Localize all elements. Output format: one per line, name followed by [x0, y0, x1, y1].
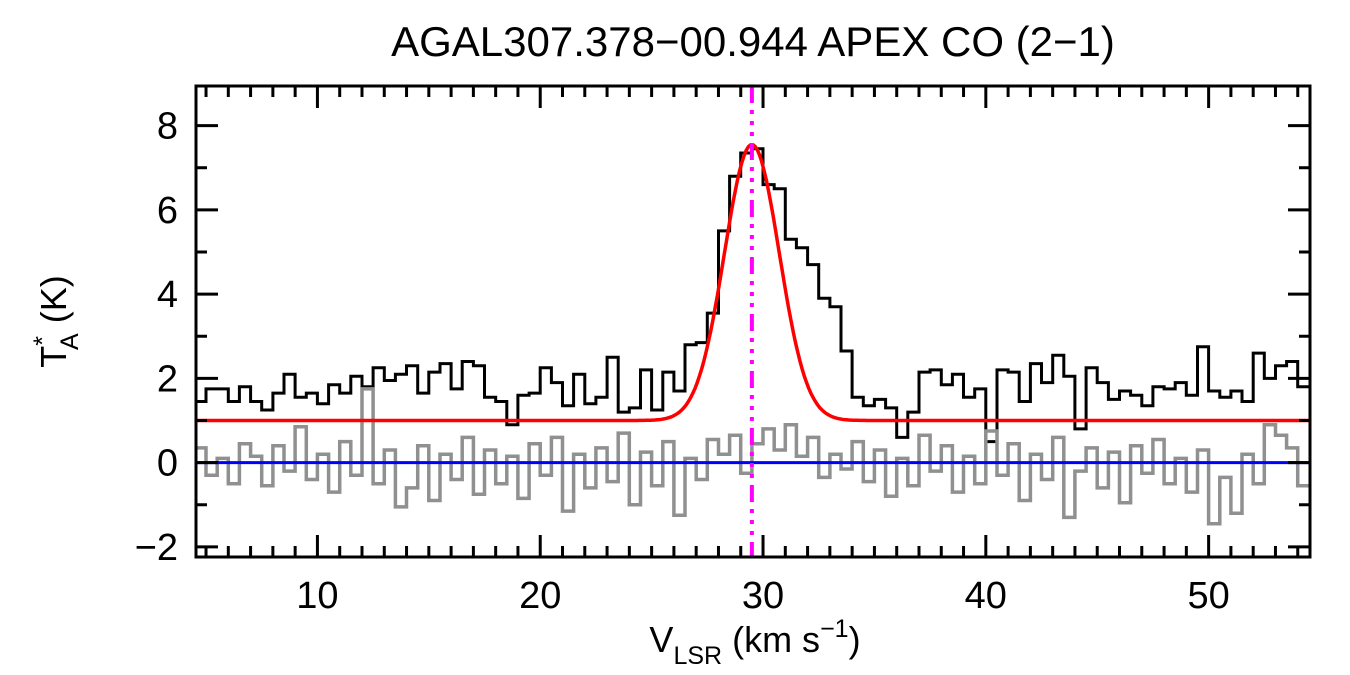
offset-spectrum-histogram [196, 387, 1309, 526]
x-tick-label: 50 [1187, 575, 1229, 617]
x-axis-label: VLSR (km s−1) [649, 615, 860, 670]
x-tick-label: 30 [742, 575, 784, 617]
chart-title: AGAL307.378−00.944 APEX CO (2−1) [391, 18, 1115, 65]
y-tick-label: −2 [135, 527, 178, 569]
plot-box [194, 84, 1312, 559]
x-tick-label: 10 [296, 575, 338, 617]
y-tick-label: 8 [157, 106, 178, 148]
y-tick-label: 6 [157, 190, 178, 232]
y-tick-label: 2 [157, 358, 178, 400]
x-tick-label: 20 [519, 575, 561, 617]
y-tick-label: 0 [157, 443, 178, 485]
y-tick-label: 4 [157, 274, 178, 316]
x-tick-label: 40 [965, 575, 1007, 617]
y-axis-label: T*A (K) [29, 275, 84, 367]
